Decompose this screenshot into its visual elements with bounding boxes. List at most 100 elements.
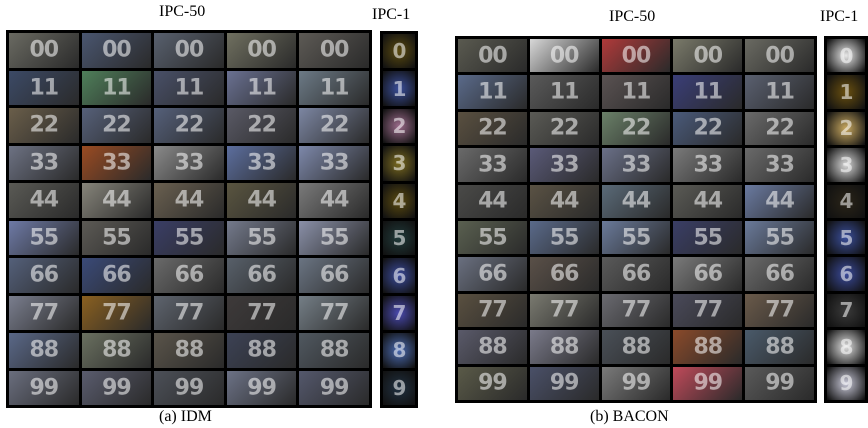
digit-glyph: 7 xyxy=(392,300,407,325)
sample-image: 55 xyxy=(673,221,743,255)
sample-image: 00 xyxy=(81,33,152,68)
digit-glyph: 33 xyxy=(478,152,508,178)
sample-image: 33 xyxy=(81,145,152,180)
sample-image: 11 xyxy=(601,75,671,109)
digit-glyph: 88 xyxy=(319,337,350,363)
digit-glyph: 99 xyxy=(319,375,350,401)
sample-image: 44 xyxy=(154,183,224,218)
digit-glyph: 88 xyxy=(102,337,132,363)
sample-image: 11 xyxy=(154,70,224,105)
sample-image: 99 xyxy=(9,370,79,405)
sample-image: 44 xyxy=(9,183,79,218)
sample-image: 55 xyxy=(745,221,814,255)
sample-image: 77 xyxy=(601,293,671,328)
digit-glyph: 33 xyxy=(621,152,652,178)
digit-glyph: 8 xyxy=(839,334,854,359)
digit-glyph: 11 xyxy=(319,75,350,101)
sample-image: 22 xyxy=(226,108,297,143)
digit-glyph: 22 xyxy=(765,115,795,141)
digit-glyph: 7 xyxy=(839,298,854,323)
digit-glyph: 77 xyxy=(174,300,205,326)
sample-image: 00 xyxy=(673,39,743,73)
sample-image: 55 xyxy=(154,220,224,255)
digit-glyph: 66 xyxy=(174,262,205,288)
sample-image: 66 xyxy=(299,258,369,293)
digit-glyph: 66 xyxy=(549,261,580,287)
digit-glyph: 99 xyxy=(102,375,132,401)
sample-image: 77 xyxy=(745,293,814,328)
digit-glyph: 22 xyxy=(693,115,723,141)
digit-glyph: 00 xyxy=(102,37,132,63)
digit-glyph: 88 xyxy=(693,334,723,360)
sample-image: 3 xyxy=(827,148,865,182)
sample-image: 22 xyxy=(81,108,152,143)
sample-image: 77 xyxy=(154,295,224,330)
digit-glyph: 8 xyxy=(392,338,407,363)
sample-image: 44 xyxy=(458,184,527,218)
digit-glyph: 00 xyxy=(549,43,580,69)
digit-glyph: 44 xyxy=(174,187,205,213)
digit-glyph: 44 xyxy=(765,188,795,214)
digit-glyph: 11 xyxy=(478,79,508,105)
sample-image: 3 xyxy=(383,146,415,181)
digit-glyph: 1 xyxy=(839,80,854,105)
sample-image: 44 xyxy=(745,184,814,218)
digit-glyph: 77 xyxy=(478,297,508,323)
sample-image: 99 xyxy=(745,366,814,400)
sample-image: 55 xyxy=(529,221,599,255)
digit-glyph: 00 xyxy=(319,37,350,63)
left-ipc1-label: IPC-1 xyxy=(372,6,411,23)
sample-image: 77 xyxy=(458,293,527,328)
sample-image: 7 xyxy=(827,293,865,328)
sample-image: 00 xyxy=(601,39,671,73)
sample-image: 44 xyxy=(529,184,599,218)
digit-glyph: 55 xyxy=(102,225,132,251)
sample-image: 4 xyxy=(827,184,865,218)
sample-image: 44 xyxy=(601,184,671,218)
sample-image: 33 xyxy=(9,145,79,180)
right-ipc1-column: 0 1 2 3 4 5 6 7 8 9 xyxy=(824,36,868,403)
digit-glyph: 77 xyxy=(621,297,652,323)
sample-image: 33 xyxy=(154,145,224,180)
sample-image: 33 xyxy=(745,148,814,182)
sample-image: 22 xyxy=(154,108,224,143)
digit-glyph: 88 xyxy=(549,334,580,360)
digit-glyph: 11 xyxy=(621,79,652,105)
digit-glyph: 33 xyxy=(319,150,350,176)
sample-image: 8 xyxy=(383,333,415,368)
right-ipc50-grid: 00 00 00 00 00 11 11 11 11 11 22 22 22 22 22 33 33 33 33 33… xyxy=(455,36,817,403)
digit-glyph: 00 xyxy=(174,37,205,63)
sample-image: 88 xyxy=(9,333,79,368)
left-ipc1-cells: 0 1 2 3 4 5 6 7 8 9 xyxy=(383,34,415,405)
sample-image: 44 xyxy=(81,183,152,218)
digit-glyph: 33 xyxy=(102,150,132,176)
sample-image: 22 xyxy=(458,111,527,146)
digit-glyph: 11 xyxy=(549,79,580,105)
digit-glyph: 55 xyxy=(621,225,652,251)
left-ipc50-label: IPC-50 xyxy=(159,3,206,20)
left-caption: (a) IDM xyxy=(159,408,212,425)
sample-image: 5 xyxy=(383,221,415,256)
digit-glyph: 33 xyxy=(29,150,59,176)
sample-image: 00 xyxy=(154,33,224,68)
digit-glyph: 77 xyxy=(319,300,350,326)
sample-image: 99 xyxy=(226,370,297,405)
digit-glyph: 6 xyxy=(839,262,854,287)
digit-glyph: 66 xyxy=(247,262,277,288)
digit-glyph: 00 xyxy=(693,43,723,69)
sample-image: 33 xyxy=(299,145,369,180)
digit-glyph: 44 xyxy=(693,188,723,214)
digit-glyph: 77 xyxy=(247,300,277,326)
digit-glyph: 55 xyxy=(549,225,580,251)
digit-glyph: 66 xyxy=(478,261,508,287)
sample-image: 88 xyxy=(299,333,369,368)
left-ipc50-cells: 00 00 00 00 00 11 11 11 11 11 22 22 22 22 22 33 33 33 33 33… xyxy=(9,33,369,405)
sample-image: 0 xyxy=(827,39,865,73)
sample-image: 44 xyxy=(673,184,743,218)
digit-glyph: 66 xyxy=(693,261,723,287)
digit-glyph: 88 xyxy=(621,334,652,360)
right-ipc50-cells: 00 00 00 00 00 11 11 11 11 11 22 22 22 22 22 33 33 33 33 33… xyxy=(458,39,814,400)
digit-glyph: 22 xyxy=(549,115,580,141)
sample-image: 77 xyxy=(529,293,599,328)
digit-glyph: 99 xyxy=(29,375,59,401)
